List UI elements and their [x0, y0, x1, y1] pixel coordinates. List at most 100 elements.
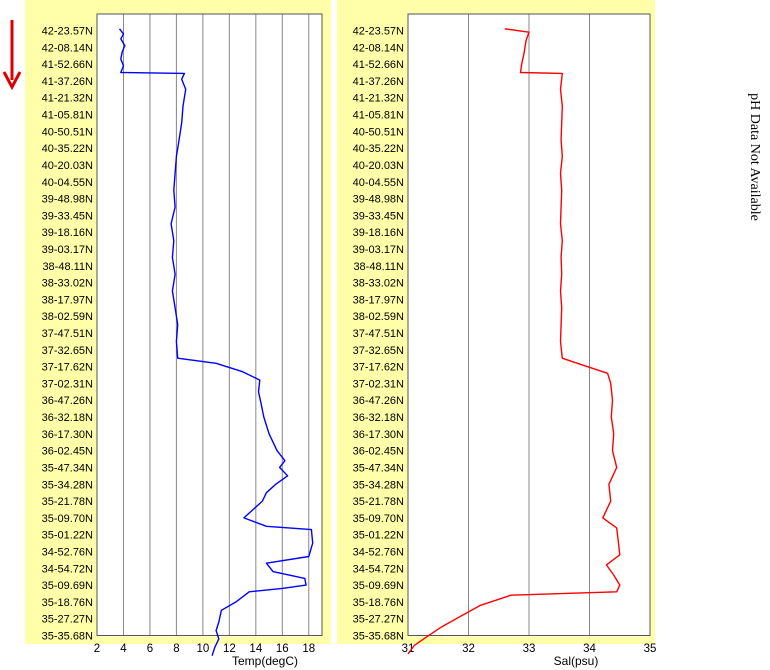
y-tick-label: 39-18.16N: [42, 227, 93, 239]
y-tick-label: 41-52.66N: [353, 59, 404, 71]
y-tick-label: 37-17.62N: [42, 362, 93, 374]
y-tick-label: 42-08.14N: [353, 42, 404, 54]
y-tick-label: 40-20.03N: [353, 160, 404, 172]
y-tick-label: 36-47.26N: [42, 395, 93, 407]
x-tick-label: 6: [147, 643, 153, 655]
series-line: [407, 28, 621, 655]
y-tick-label: 40-50.51N: [353, 126, 404, 138]
y-tick-label: 37-17.62N: [353, 362, 404, 374]
y-tick-label: 38-02.59N: [42, 311, 93, 323]
y-tick-label: 42-08.14N: [42, 42, 93, 54]
y-tick-label: 34-52.76N: [42, 546, 93, 558]
y-tick-label: 38-02.59N: [353, 311, 404, 323]
y-tick-label: 38-33.02N: [42, 278, 93, 290]
x-tick-label: 4: [120, 643, 127, 655]
ph-unavailable-text: pH Data Not Available: [747, 93, 762, 221]
salinity-chart-panel: 31 32 33 34 35 42-23.57N 42-08.14N 41-52.66N 41-…: [337, 0, 656, 668]
y-tick-label: 35-34.28N: [42, 479, 93, 491]
y-tick-label: 39-33.45N: [42, 210, 93, 222]
x-tick-label: 10: [196, 643, 209, 655]
y-tick-label: 35-09.69N: [353, 580, 404, 592]
y-tick-label: 41-52.66N: [42, 59, 93, 71]
y-tick-label: 35-21.78N: [42, 496, 93, 508]
y-tick-label: 35-01.22N: [353, 530, 404, 542]
y-tick-label: 36-02.45N: [353, 446, 404, 458]
y-tick-label: 41-21.32N: [353, 93, 404, 105]
y-tick-label: 35-34.28N: [353, 479, 404, 491]
y-tick-label: 37-02.31N: [42, 378, 93, 390]
y-tick-label: 36-47.26N: [353, 395, 404, 407]
y-tick-label: 41-05.81N: [42, 110, 93, 122]
y-tick-label: 39-33.45N: [353, 210, 404, 222]
y-tick-label: 37-32.65N: [353, 345, 404, 357]
y-tick-label: 37-32.65N: [42, 345, 93, 357]
y-tick-label: 42-23.57N: [42, 26, 93, 38]
y-tick-label: 35-35.68N: [353, 631, 404, 643]
y-tick-label: 34-54.72N: [42, 563, 93, 575]
y-tick-label: 40-35.22N: [353, 143, 404, 155]
y-tick-label: 41-21.32N: [42, 93, 93, 105]
y-tick-label: 40-04.55N: [42, 177, 93, 189]
x-tick-label: 34: [583, 643, 596, 655]
temperature-chart-panel: 2 4 6 8 10 12 14 16 18 42-23.57N 42-08.14N 41-52.66…: [25, 0, 331, 668]
y-tick-label: 35-18.76N: [353, 597, 404, 609]
x-tick-label: 8: [173, 643, 179, 655]
y-tick-label: 35-01.22N: [42, 530, 93, 542]
y-tick-label: 34-52.76N: [353, 546, 404, 558]
y-tick-label: 35-47.34N: [42, 462, 93, 474]
y-tick-label: 35-18.76N: [42, 597, 93, 609]
y-tick-label: 41-37.26N: [42, 76, 93, 88]
y-tick-label: 38-48.11N: [353, 261, 404, 273]
y-tick-label: 39-48.98N: [42, 194, 93, 206]
y-tick-label: 36-32.18N: [353, 412, 404, 424]
y-tick-label: 37-47.51N: [353, 328, 404, 340]
y-tick-label: 34-54.72N: [353, 563, 404, 575]
y-tick-label: 41-37.26N: [353, 76, 404, 88]
y-tick-label: 39-48.98N: [353, 194, 404, 206]
y-tick-label: 36-02.45N: [42, 446, 93, 458]
x-tick-label: 16: [276, 643, 289, 655]
y-tick-label: 39-03.17N: [42, 244, 93, 256]
y-tick-label: 40-04.55N: [353, 177, 404, 189]
y-tick-label: 42-23.57N: [353, 26, 404, 38]
x-tick-label: 31: [402, 643, 415, 655]
y-tick-label: 39-03.17N: [353, 244, 404, 256]
y-tick-label: 39-18.16N: [353, 227, 404, 239]
y-tick-label: 37-47.51N: [42, 328, 93, 340]
y-tick-label: 35-47.34N: [353, 462, 404, 474]
y-tick-label: 40-50.51N: [42, 126, 93, 138]
y-tick-label: 37-02.31N: [353, 378, 404, 390]
y-tick-label: 35-09.70N: [353, 513, 404, 525]
x-tick-label: 35: [644, 643, 657, 655]
y-tick-label: 35-21.78N: [353, 496, 404, 508]
y-tick-label: 36-17.30N: [353, 429, 404, 441]
plot-frame: [407, 13, 651, 636]
x-tick-label: 33: [523, 643, 536, 655]
y-tick-label: 38-17.97N: [42, 294, 93, 306]
x-tick-label: 18: [302, 643, 315, 655]
y-tick-label: 36-17.30N: [42, 429, 93, 441]
y-tick-label: 35-35.68N: [42, 631, 93, 643]
y-tick-label: 41-05.81N: [353, 110, 404, 122]
x-axis-title: Temp(degC): [232, 654, 298, 668]
y-tick-label: 35-27.27N: [353, 614, 404, 626]
y-tick-label: 35-27.27N: [42, 614, 93, 626]
x-axis-title: Sal(psu): [554, 654, 599, 668]
x-tick-label: 32: [462, 643, 475, 655]
y-tick-label: 40-20.03N: [42, 160, 93, 172]
y-tick-label: 35-09.70N: [42, 513, 93, 525]
y-tick-label: 36-32.18N: [42, 412, 93, 424]
y-tick-label: 38-17.97N: [353, 294, 404, 306]
direction-arrow-icon: [2, 20, 22, 91]
y-tick-label: 35-09.69N: [42, 580, 93, 592]
ph-unavailable-note: pH Data Not Available: [746, 52, 762, 262]
plot-frame: [96, 13, 323, 636]
y-tick-label: 38-48.11N: [42, 261, 93, 273]
series-line: [118, 28, 314, 656]
plot-area: [97, 14, 322, 637]
x-tick-label: 12: [223, 643, 236, 655]
x-tick-label: 14: [249, 643, 262, 655]
y-tick-label: 40-35.22N: [42, 143, 93, 155]
x-tick-label: 2: [94, 643, 100, 655]
